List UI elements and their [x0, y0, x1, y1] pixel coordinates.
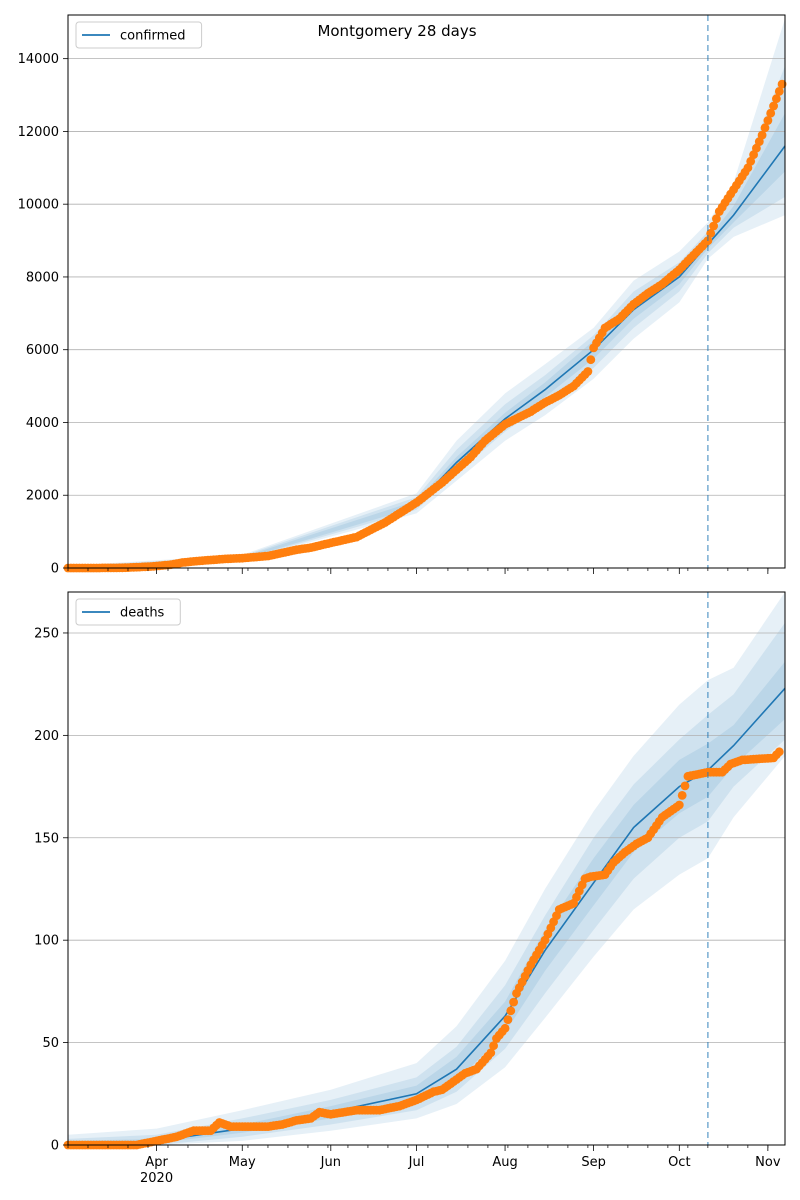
plot-frame — [67, 591, 786, 1146]
confidence-band-2 — [68, 65, 785, 569]
y-tick-label: 4000 — [26, 416, 59, 431]
y-tick-label: 100 — [34, 934, 59, 949]
observed-point — [709, 221, 718, 231]
observed-point — [503, 1015, 513, 1024]
observed-point — [712, 214, 721, 224]
observed-point — [757, 130, 767, 140]
x-tick-label: Nov — [755, 1155, 781, 1170]
x-tick-label: May — [229, 1155, 256, 1170]
observed-point — [766, 108, 776, 118]
x-tick-label: Sep — [581, 1155, 606, 1170]
observed-point — [746, 156, 756, 166]
x-tick-label: Oct — [668, 1155, 690, 1170]
y-tick-label: 0 — [51, 562, 59, 577]
observed-point — [486, 1048, 496, 1058]
observed-point — [772, 94, 781, 104]
observed-point — [506, 1006, 516, 1016]
observed-point — [500, 1023, 510, 1033]
y-tick-label: 10000 — [18, 198, 59, 213]
y-tick-label: 50 — [42, 1036, 59, 1051]
observed-point — [763, 116, 773, 125]
y-tick-label: 0 — [51, 1139, 59, 1154]
observed-point — [680, 781, 690, 791]
observed-point — [677, 791, 687, 800]
y-tick-label: 250 — [34, 626, 59, 641]
observed-point — [674, 800, 684, 810]
observed-point — [760, 123, 770, 133]
y-tick-label: 200 — [34, 729, 59, 744]
observed-point — [489, 1041, 498, 1051]
plot-frame — [67, 14, 786, 569]
y-tick-label: 12000 — [18, 125, 59, 140]
legend-label: deaths — [120, 606, 165, 621]
observed-point — [774, 747, 784, 757]
observed-point — [777, 79, 787, 89]
x-tick-label: Aug — [492, 1155, 517, 1170]
observed-point — [769, 101, 778, 111]
legend-label: confirmed — [120, 29, 186, 44]
observed-point — [583, 367, 593, 376]
legend-box — [75, 21, 203, 49]
y-tick-label: 8000 — [26, 270, 59, 285]
figure-title: Montgomery 28 days — [317, 22, 476, 40]
x-tick-label: Jul — [408, 1155, 425, 1170]
x-tick-label: Apr — [145, 1155, 168, 1170]
observed-point — [509, 997, 518, 1007]
observed-point — [774, 87, 784, 96]
legend-box — [75, 598, 181, 626]
y-tick-label: 6000 — [26, 343, 59, 358]
y-tick-label: 150 — [34, 831, 59, 846]
confirmed-chart: 0 2000 4000 6000 8000 10000 12000 14000 confirme… — [18, 14, 787, 577]
observed-point — [586, 355, 596, 365]
observed-point — [752, 143, 761, 153]
x-tick-sublabel: 2020 — [140, 1171, 173, 1186]
confidence-band-1 — [68, 592, 785, 1145]
y-tick-label: 2000 — [26, 489, 59, 504]
x-tick-label: Jun — [320, 1155, 341, 1170]
y-tick-label: 14000 — [18, 52, 59, 67]
